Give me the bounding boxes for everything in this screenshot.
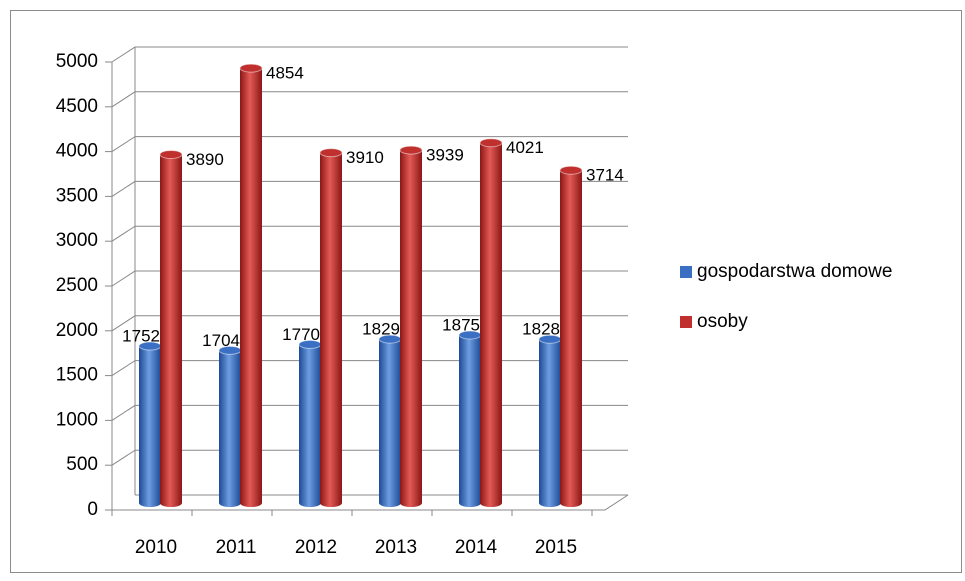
x-tick-label: 2011 xyxy=(216,537,257,558)
y-tick-label: 4500 xyxy=(56,96,98,117)
bar xyxy=(560,170,582,504)
legend-label: osoby xyxy=(697,311,748,332)
y-tick-label: 4000 xyxy=(56,141,98,162)
y-tick-label: 2000 xyxy=(56,320,98,341)
y-tick-label: 3000 xyxy=(56,230,98,251)
x-tick-label: 2010 xyxy=(135,537,177,558)
y-tick-label: 5000 xyxy=(56,51,98,72)
value-label: 1875 xyxy=(442,315,480,334)
bar-top xyxy=(239,63,263,73)
bar xyxy=(480,142,502,504)
x-tick-label: 2014 xyxy=(455,537,498,558)
bar xyxy=(160,154,182,503)
grid-line xyxy=(111,270,628,287)
value-label: 1828 xyxy=(522,320,560,339)
bar xyxy=(539,339,561,503)
value-label: 3890 xyxy=(186,150,224,169)
y-tick-label: 1000 xyxy=(56,409,98,430)
value-label: 4854 xyxy=(266,64,304,83)
value-label: 3714 xyxy=(586,166,624,185)
value-label: 1770 xyxy=(282,325,320,344)
value-label: 4021 xyxy=(506,138,544,157)
bar xyxy=(139,346,161,503)
grid-line xyxy=(111,180,628,197)
x-tick-label: 2012 xyxy=(295,537,337,558)
x-tick-label: 2015 xyxy=(535,537,577,558)
bar-top xyxy=(559,165,583,175)
grid-line xyxy=(111,225,628,242)
value-label: 3910 xyxy=(346,148,384,167)
legend-swatch xyxy=(680,266,692,278)
bar xyxy=(320,152,342,503)
grid-line xyxy=(111,91,628,108)
bar-top xyxy=(319,148,343,158)
bar xyxy=(240,68,262,503)
bar xyxy=(400,150,422,503)
bar-top xyxy=(479,138,503,148)
bar xyxy=(219,350,241,503)
bar xyxy=(299,344,321,503)
grid-line xyxy=(111,315,628,332)
grid-line xyxy=(111,136,628,153)
value-label: 1752 xyxy=(122,327,160,346)
floor xyxy=(112,494,629,511)
y-tick-label: 3500 xyxy=(56,185,98,206)
y-tick-label: 2500 xyxy=(56,275,98,296)
grid-line xyxy=(111,46,628,63)
x-tick-label: 2013 xyxy=(375,537,417,558)
value-label: 1829 xyxy=(362,320,400,339)
legend-swatch xyxy=(680,316,692,328)
y-tick-label: 0 xyxy=(87,499,98,520)
bar xyxy=(459,335,481,503)
bar xyxy=(379,339,401,503)
value-label: 3939 xyxy=(426,146,464,165)
bar-top xyxy=(399,145,423,155)
value-label: 1704 xyxy=(202,331,240,350)
y-tick-label: 500 xyxy=(66,454,98,475)
y-tick-label: 1500 xyxy=(56,365,98,386)
legend-label: gospodarstwa domowe xyxy=(697,261,892,282)
bar-top xyxy=(159,149,183,159)
